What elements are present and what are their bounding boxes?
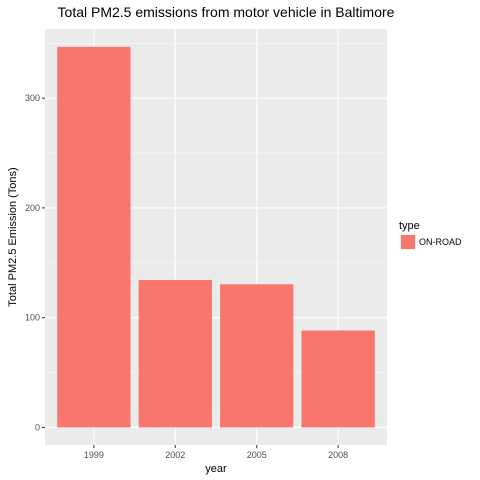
- y-axis-title: Total PM2.5 Emission (Tons): [7, 167, 19, 306]
- x-tick-label-2008: 2008: [328, 450, 348, 460]
- y-tick-label: 300: [25, 93, 40, 103]
- bar-1999: [57, 46, 131, 428]
- legend: type ON-ROAD: [399, 220, 462, 250]
- x-tick-label-2002: 2002: [165, 450, 185, 460]
- x-axis: 1999 2002 2005 2008: [84, 445, 348, 460]
- x-axis-title: year: [205, 463, 227, 475]
- chart-title: Total PM2.5 emissions from motor vehicle…: [58, 4, 395, 20]
- legend-title: type: [399, 220, 420, 232]
- legend-swatch-on-road: [401, 235, 415, 249]
- legend-label-on-road: ON-ROAD: [419, 237, 462, 247]
- bar-2005: [220, 284, 294, 428]
- bar-2008: [301, 330, 375, 428]
- y-tick-label: 100: [25, 313, 40, 323]
- y-axis: 0 100 200 300: [25, 93, 45, 432]
- y-tick-label: 0: [35, 422, 40, 432]
- x-tick-label-1999: 1999: [84, 450, 104, 460]
- bars: [57, 46, 375, 428]
- y-tick-label: 200: [25, 203, 40, 213]
- bar-2002: [138, 280, 212, 428]
- x-tick-label-2005: 2005: [247, 450, 267, 460]
